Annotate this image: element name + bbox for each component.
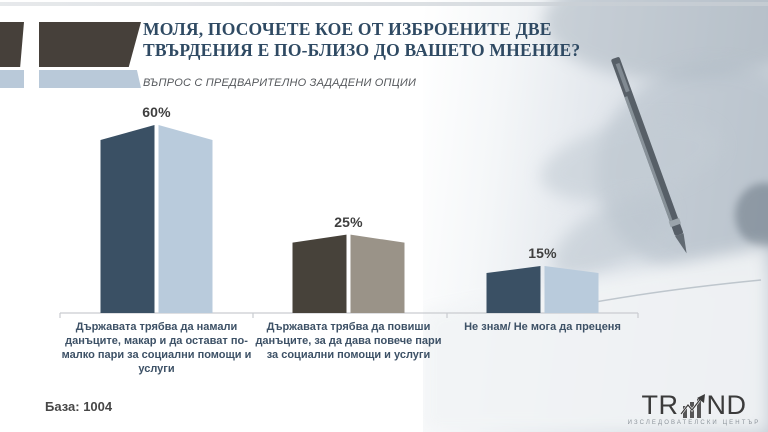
hand-with-pen-illustration bbox=[423, 0, 768, 432]
flag-decoration-dark-large bbox=[39, 22, 141, 67]
trend-logo: TR ND ИЗСЛЕДОВАТЕЛСКИ ЦЕНТЪР bbox=[626, 392, 762, 427]
flag-decoration-light-large bbox=[39, 70, 141, 88]
slide-subtitle: ВЪПРОС С ПРЕДВАРИТЕЛНО ЗАДАДЕНИ ОПЦИИ bbox=[143, 77, 417, 89]
flag-decoration-light-small bbox=[0, 70, 24, 88]
trend-logo-wordmark: TR ND bbox=[642, 392, 747, 419]
sample-base-label: База: 1004 bbox=[45, 399, 113, 414]
pen-icon bbox=[611, 57, 687, 254]
bar-value-label: 25% bbox=[334, 213, 363, 230]
bar-side-face bbox=[158, 125, 213, 313]
logo-text-left: TR bbox=[641, 390, 679, 420]
top-edge-strip bbox=[0, 2, 768, 6]
bar-side-face bbox=[350, 234, 405, 313]
background-photo bbox=[423, 0, 768, 432]
bar-category-label: Държавата трябва да повиши данъците, за … bbox=[255, 321, 442, 361]
bar-value-label: 60% bbox=[142, 104, 171, 120]
bar-category-label: Държавата трябва да намали данъците, мак… bbox=[61, 321, 252, 375]
bar-front-face bbox=[292, 234, 347, 313]
bar-front-face bbox=[100, 125, 155, 313]
bar-value-label: 15% bbox=[528, 245, 557, 261]
logo-text-right: ND bbox=[706, 390, 747, 420]
trend-bars-arrow-icon bbox=[679, 394, 705, 418]
logo-subtitle: ИЗСЛЕДОВАТЕЛСКИ ЦЕНТЪР bbox=[627, 420, 761, 426]
bar-category-label: Не знам/ Не мога да преценя bbox=[464, 321, 621, 333]
flag-decoration-dark-small bbox=[0, 22, 24, 67]
slide-title: МОЛЯ, ПОСОЧЕТЕ КОЕ ОТ ИЗБРОЕНИТЕ ДВЕ ТВЪ… bbox=[143, 19, 581, 60]
